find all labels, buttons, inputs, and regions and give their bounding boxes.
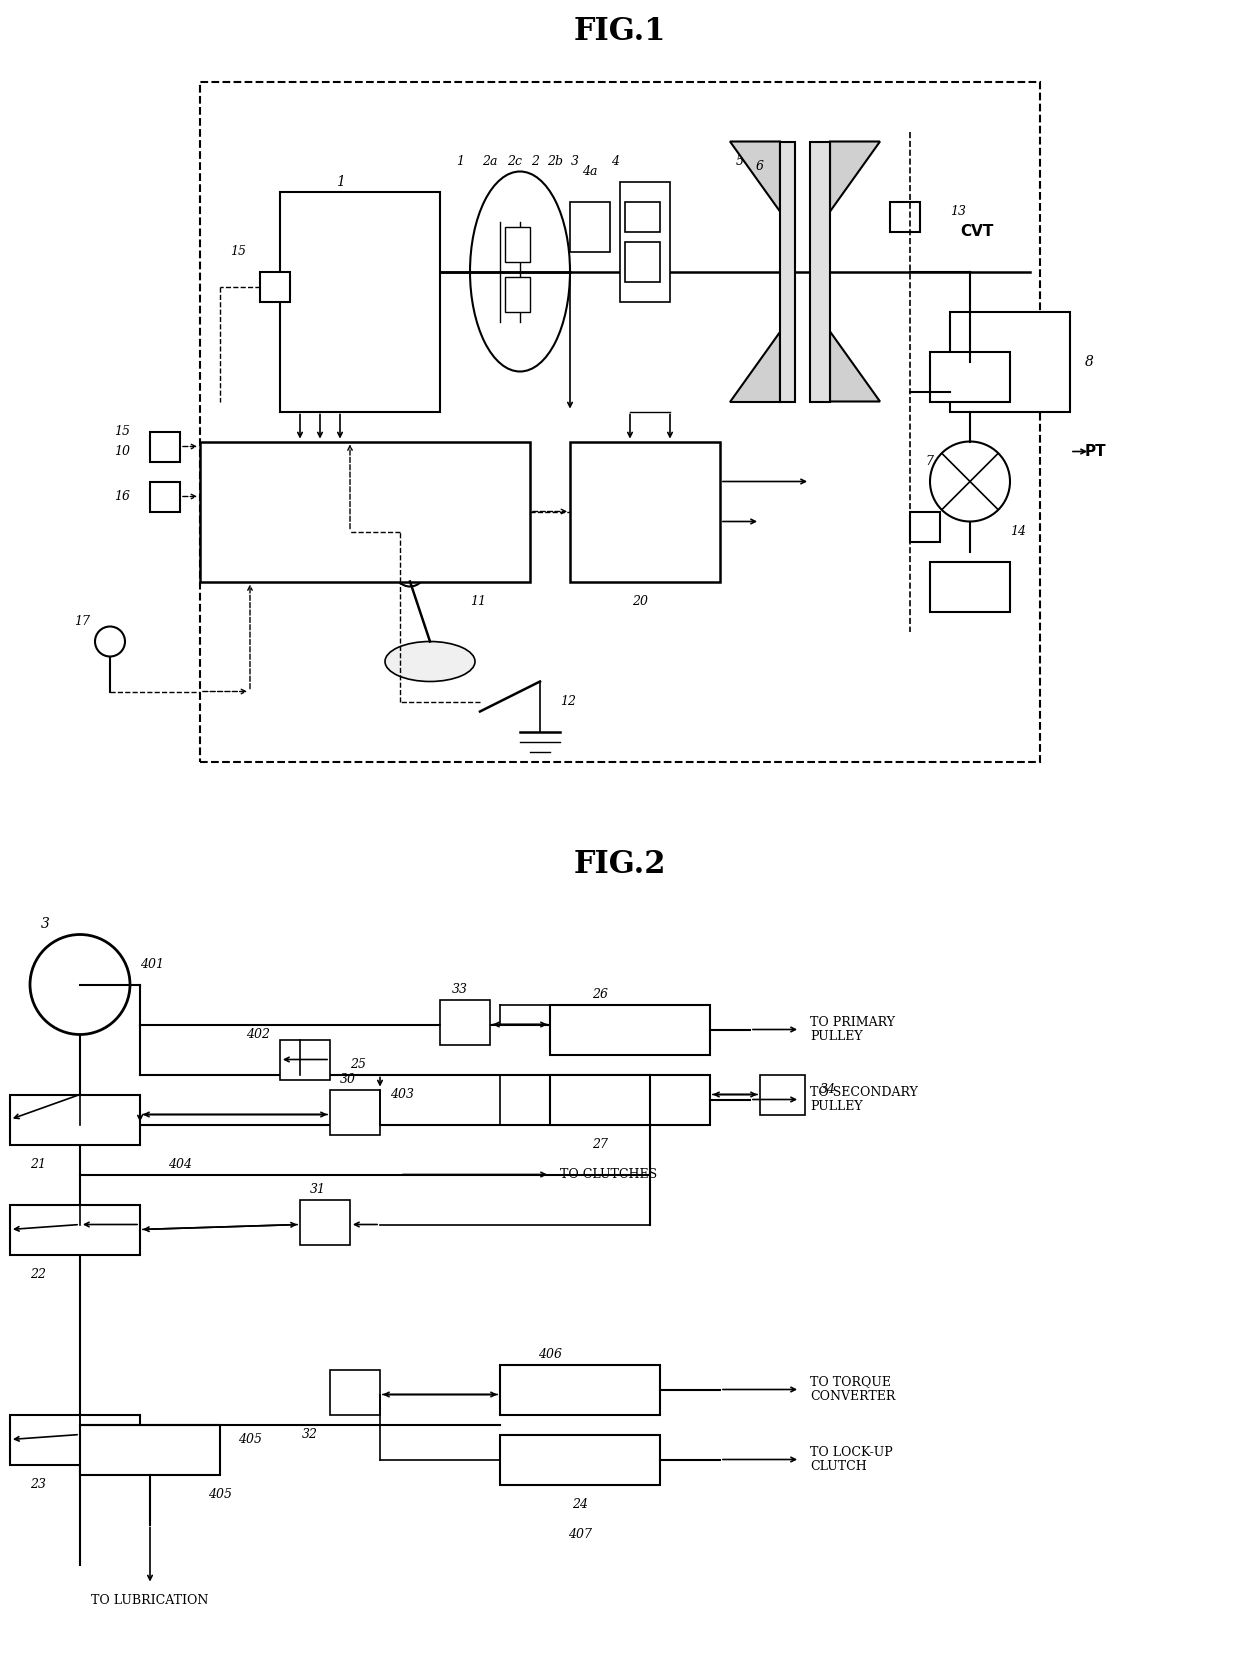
Text: 401: 401 — [140, 958, 164, 971]
Text: TO LOCK-UP
CLUTCH: TO LOCK-UP CLUTCH — [810, 1446, 893, 1473]
Text: 12: 12 — [560, 695, 577, 708]
Text: 32: 32 — [303, 1428, 317, 1441]
Text: FIG.2: FIG.2 — [574, 850, 666, 880]
Bar — [780, 142, 795, 402]
Bar — [440, 1000, 490, 1045]
Text: 2: 2 — [531, 155, 539, 168]
Polygon shape — [830, 332, 880, 402]
Text: 7: 7 — [925, 455, 932, 468]
Bar — [81, 1424, 219, 1474]
Text: 30: 30 — [340, 1073, 356, 1086]
Bar — [200, 441, 529, 581]
Polygon shape — [830, 142, 880, 212]
Text: 10: 10 — [114, 445, 130, 458]
Text: 1: 1 — [456, 155, 464, 168]
Bar — [505, 227, 529, 262]
Bar — [930, 352, 1011, 402]
Text: 2a: 2a — [482, 155, 497, 168]
Text: 3: 3 — [570, 155, 579, 168]
Text: TO CLUTCHES: TO CLUTCHES — [560, 1168, 657, 1181]
Text: 402: 402 — [246, 1028, 270, 1041]
Text: TO LUBRICATION: TO LUBRICATION — [92, 1594, 208, 1608]
Text: 22: 22 — [30, 1268, 46, 1281]
Bar — [810, 142, 830, 402]
Bar — [950, 312, 1070, 412]
Bar — [570, 441, 720, 581]
Bar — [930, 561, 1011, 611]
Bar — [200, 82, 1040, 761]
Bar — [330, 1090, 379, 1135]
Bar — [760, 1075, 805, 1115]
Text: 15: 15 — [229, 245, 246, 258]
Text: 2c: 2c — [507, 155, 522, 168]
Text: TO SECONDARY
PULLEY: TO SECONDARY PULLEY — [810, 1086, 918, 1113]
Bar — [150, 481, 180, 511]
Bar — [890, 202, 920, 232]
Ellipse shape — [384, 641, 475, 681]
Text: 33: 33 — [453, 983, 467, 996]
Bar — [500, 1434, 660, 1484]
Polygon shape — [730, 142, 780, 212]
Text: 16: 16 — [114, 490, 130, 503]
Bar — [620, 182, 670, 302]
Text: 404: 404 — [167, 1158, 192, 1171]
Text: 2b: 2b — [547, 155, 563, 168]
Bar — [10, 1095, 140, 1145]
Bar — [330, 1369, 379, 1414]
Bar — [10, 1414, 140, 1464]
Bar — [551, 1005, 711, 1055]
Bar — [910, 511, 940, 541]
Bar — [280, 192, 440, 412]
Bar — [260, 272, 290, 302]
Text: 27: 27 — [591, 1138, 608, 1151]
Bar — [551, 1075, 711, 1125]
Text: 4: 4 — [611, 155, 619, 168]
Text: CVT: CVT — [960, 223, 993, 238]
Text: TO PRIMARY
PULLEY: TO PRIMARY PULLEY — [810, 1016, 895, 1043]
Text: 11: 11 — [470, 595, 486, 608]
Text: 3: 3 — [41, 918, 50, 931]
Text: 405: 405 — [238, 1433, 262, 1446]
Text: 403: 403 — [391, 1088, 414, 1101]
Text: 23: 23 — [30, 1478, 46, 1491]
Text: 1: 1 — [336, 175, 345, 188]
Text: 8: 8 — [1085, 355, 1094, 368]
Text: TO TORQUE
CONVERTER: TO TORQUE CONVERTER — [810, 1376, 895, 1403]
Text: 405: 405 — [208, 1488, 232, 1501]
Bar — [500, 1364, 660, 1414]
Text: 407: 407 — [568, 1528, 591, 1541]
Bar — [300, 1200, 350, 1245]
Text: 21: 21 — [30, 1158, 46, 1171]
Bar — [505, 277, 529, 312]
Bar — [625, 242, 660, 282]
Bar — [625, 202, 660, 232]
Text: 34: 34 — [820, 1083, 836, 1096]
Text: 20: 20 — [632, 595, 649, 608]
Text: PT: PT — [1085, 445, 1106, 460]
Text: 5: 5 — [737, 155, 744, 168]
Text: 17: 17 — [74, 615, 91, 628]
Text: 26: 26 — [591, 988, 608, 1001]
Text: 6: 6 — [756, 160, 764, 173]
Text: 15: 15 — [114, 425, 130, 438]
Text: 24: 24 — [572, 1498, 588, 1511]
Bar — [280, 1040, 330, 1080]
Text: 25: 25 — [350, 1058, 366, 1071]
Bar — [10, 1205, 140, 1254]
Bar — [570, 202, 610, 252]
Text: 14: 14 — [1011, 525, 1025, 538]
Text: 406: 406 — [538, 1348, 562, 1361]
Polygon shape — [730, 332, 780, 402]
Text: 4a: 4a — [583, 165, 598, 178]
Text: 31: 31 — [310, 1183, 326, 1196]
Text: FIG.1: FIG.1 — [574, 17, 666, 47]
Bar — [150, 431, 180, 461]
Text: 13: 13 — [950, 205, 966, 218]
